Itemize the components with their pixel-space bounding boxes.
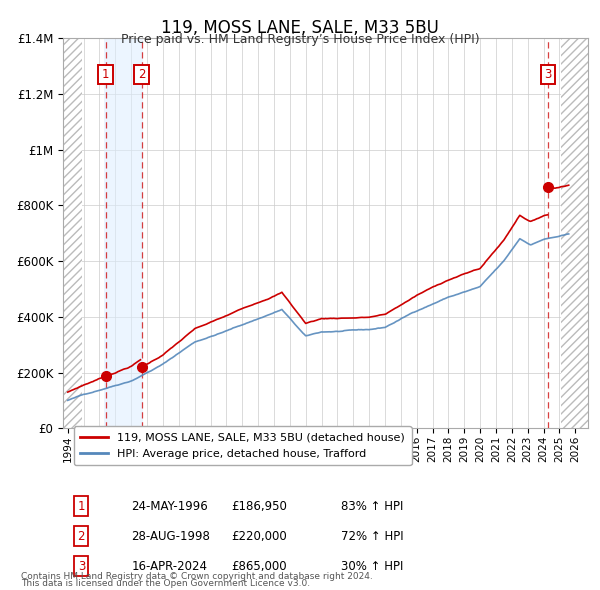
Text: This data is licensed under the Open Government Licence v3.0.: This data is licensed under the Open Gov… [21, 579, 310, 588]
Bar [104, 38, 143, 428]
Text: 24-MAY-1996: 24-MAY-1996 [131, 500, 208, 513]
Text: 83% ↑ HPI: 83% ↑ HPI [341, 500, 404, 513]
Text: 1: 1 [77, 500, 85, 513]
Text: 3: 3 [77, 560, 85, 573]
Legend: 119, MOSS LANE, SALE, M33 5BU (detached house), HPI: Average price, detached hou: 119, MOSS LANE, SALE, M33 5BU (detached … [74, 427, 412, 465]
Text: 16-APR-2024: 16-APR-2024 [131, 560, 207, 573]
Text: 1: 1 [102, 68, 109, 81]
Text: 2: 2 [138, 68, 145, 81]
Text: 28-AUG-1998: 28-AUG-1998 [131, 530, 210, 543]
Text: £186,950: £186,950 [231, 500, 287, 513]
Text: 119, MOSS LANE, SALE, M33 5BU: 119, MOSS LANE, SALE, M33 5BU [161, 19, 439, 37]
Text: Contains HM Land Registry data © Crown copyright and database right 2024.: Contains HM Land Registry data © Crown c… [21, 572, 373, 581]
Text: 2: 2 [77, 530, 85, 543]
Text: Price paid vs. HM Land Registry’s House Price Index (HPI): Price paid vs. HM Land Registry’s House … [121, 33, 479, 46]
Text: £220,000: £220,000 [231, 530, 287, 543]
Text: 72% ↑ HPI: 72% ↑ HPI [341, 530, 404, 543]
Text: £865,000: £865,000 [231, 560, 287, 573]
Bar [561, 38, 588, 428]
Text: 3: 3 [545, 68, 552, 81]
Bar [63, 38, 82, 428]
Text: 30% ↑ HPI: 30% ↑ HPI [341, 560, 404, 573]
